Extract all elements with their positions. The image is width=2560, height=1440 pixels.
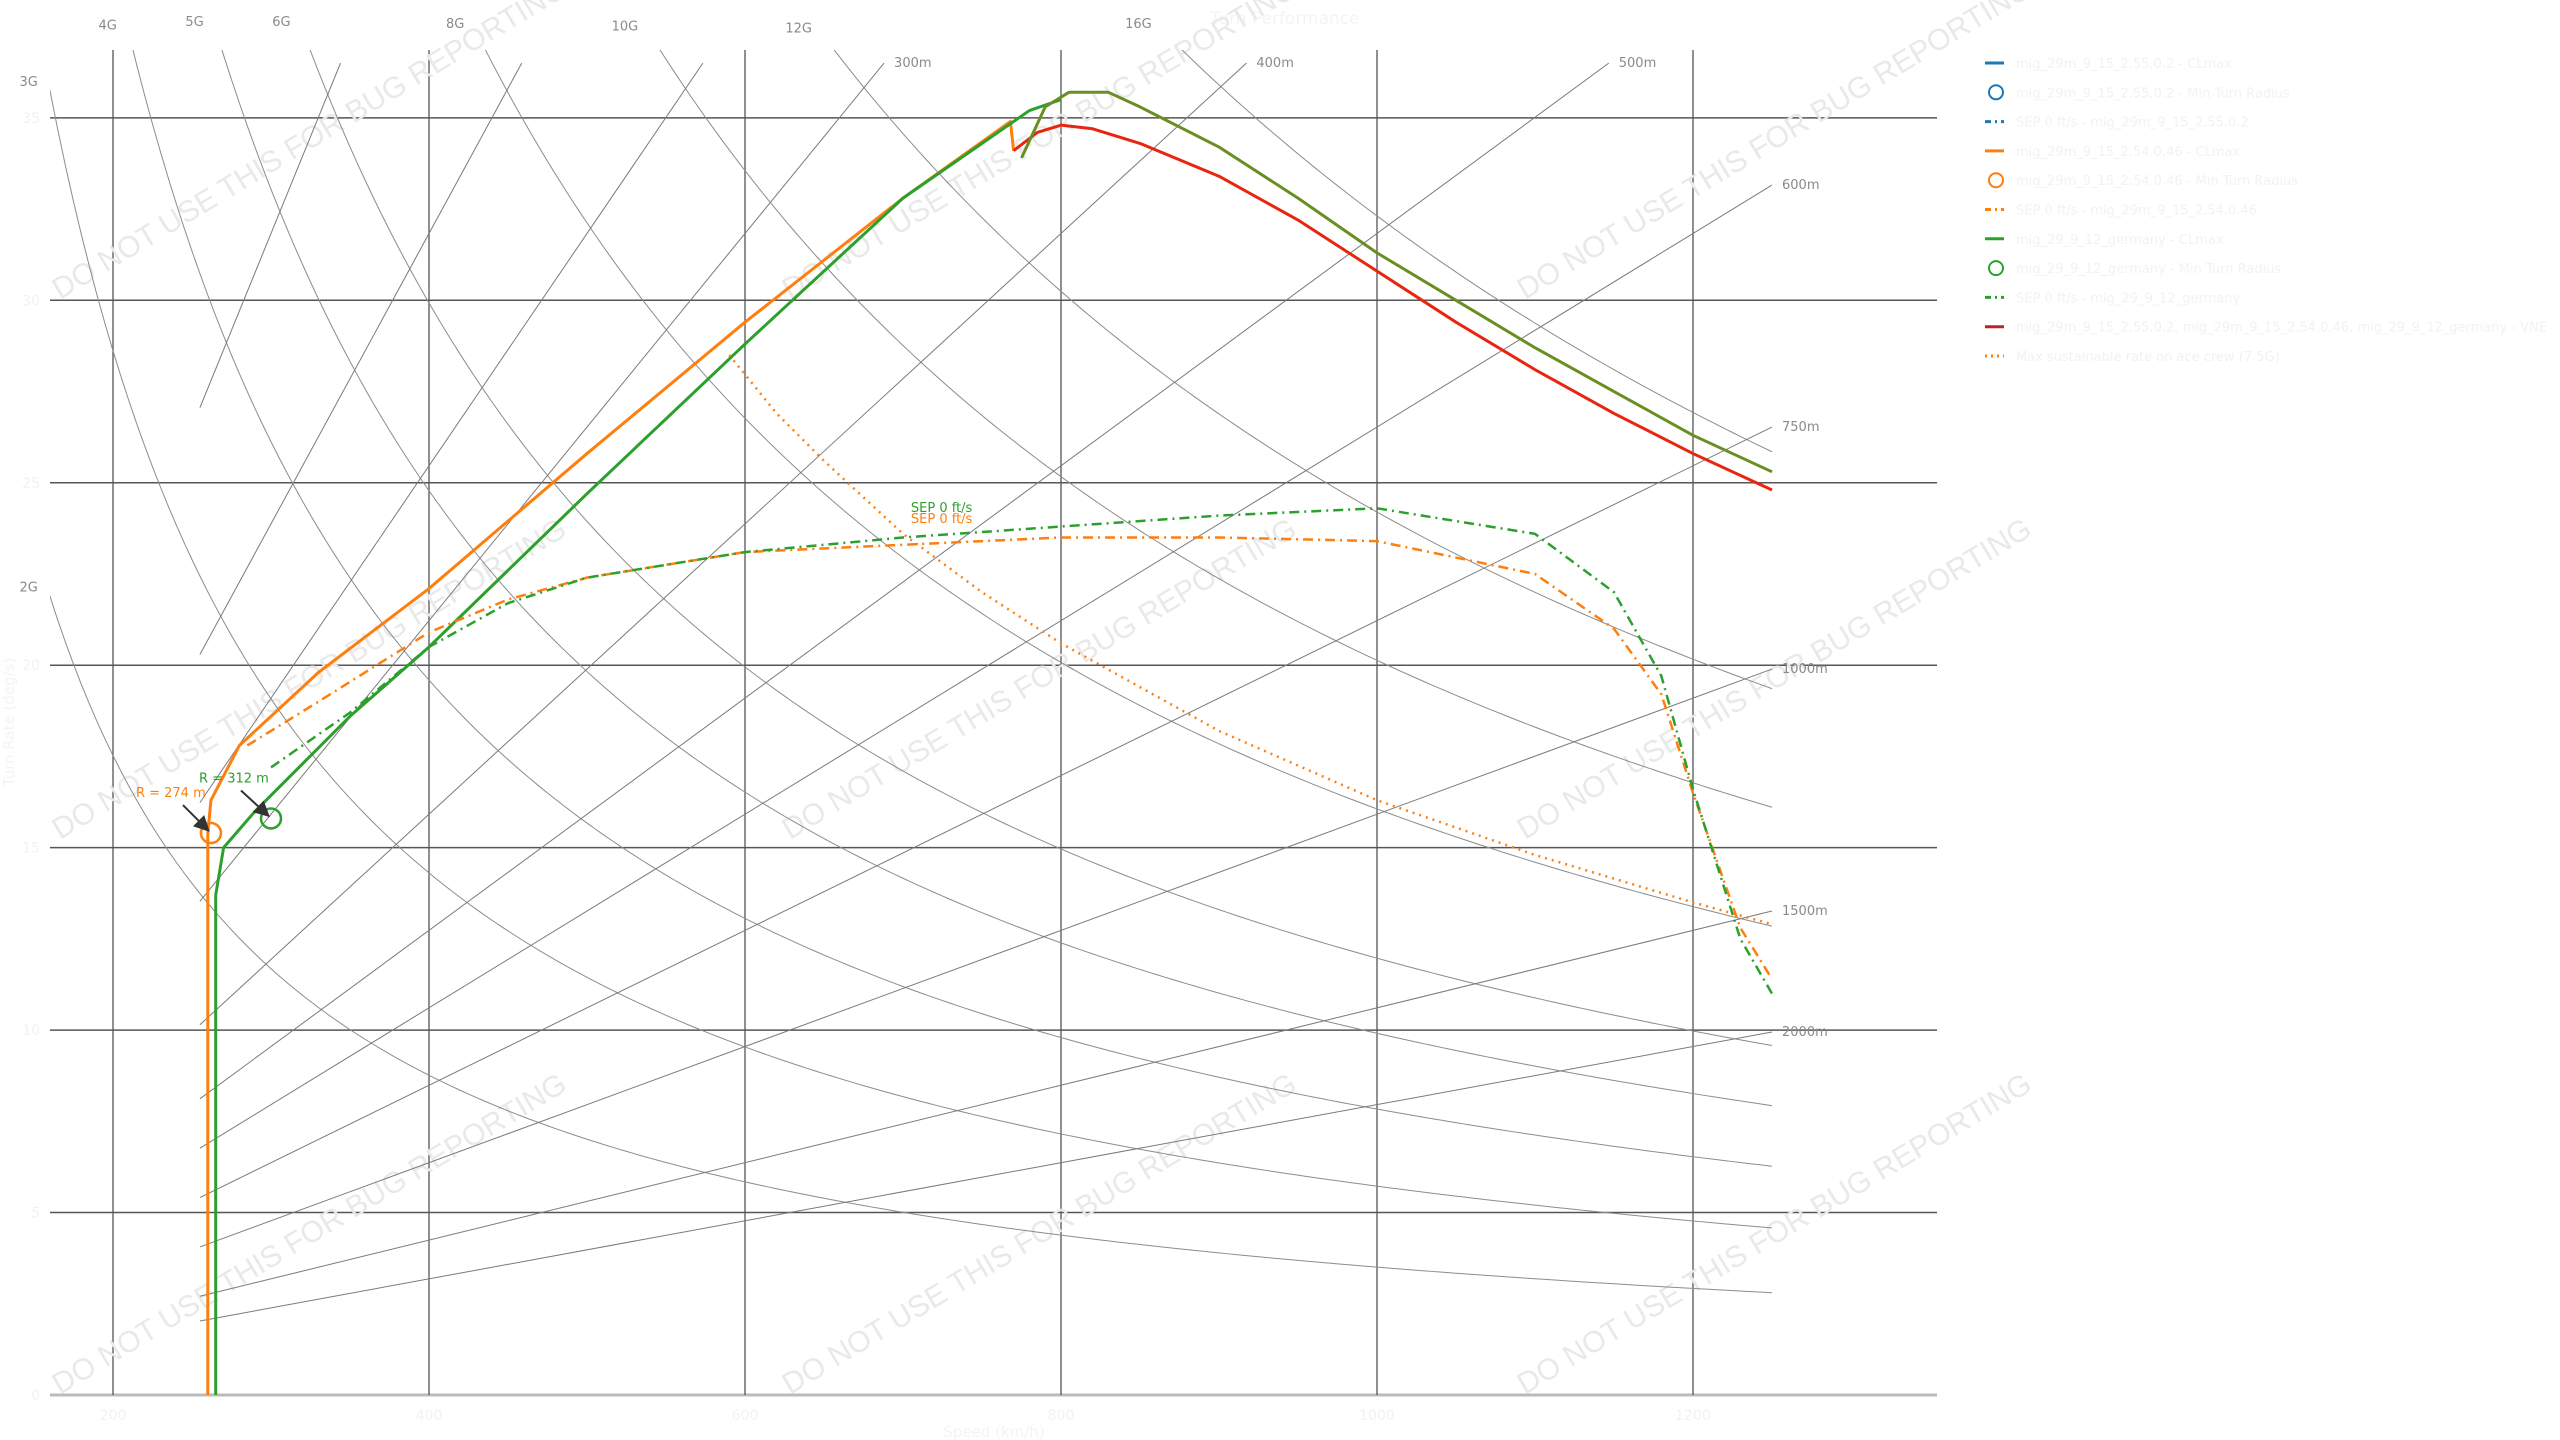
- radius-line: [199, 62, 341, 408]
- legend-label: mig_29_9_12_germany - Min Turn Radius: [2016, 262, 2281, 277]
- watermarks: DO NOT USE THIS FOR BUG REPORTING DO NOT …: [47, 0, 2038, 1401]
- g-line: [659, 50, 1773, 808]
- g-line-label: 3G: [19, 75, 37, 90]
- y-tick-label: 35: [22, 111, 40, 127]
- g-line-label: 8G: [446, 17, 464, 32]
- min-turn-radius-label: R = 274 m: [136, 786, 206, 801]
- g-line: [221, 50, 1773, 1107]
- min-turn-radius-marker: [259, 807, 283, 830]
- radius-line: [199, 62, 1247, 1026]
- legend: mig_29m_9_15_2.55.0.2 - CLmax mig_29m_9_1…: [1985, 57, 2547, 365]
- g-line: [484, 50, 1773, 927]
- legend-label: SEP 0 ft/s - mig_29_9_12_germany: [2016, 291, 2241, 306]
- y-tick-label: 0: [31, 1388, 40, 1404]
- series-line: [728, 354, 1773, 926]
- sep-label: SEP 0 ft/s: [911, 512, 973, 527]
- radius-line-label: 1500m: [1782, 904, 1828, 919]
- y-tick-label: 20: [22, 658, 40, 674]
- g-line-label: 12G: [785, 22, 812, 37]
- legend-marker: [1988, 260, 2004, 277]
- sep-label: SEP 0 ft/s: [911, 501, 973, 516]
- y-tick-label: 15: [22, 841, 40, 857]
- radius-line-label: 1000m: [1782, 662, 1828, 677]
- grid: [50, 50, 1937, 1397]
- x-axis-title: Speed (km/h): [943, 1423, 1044, 1440]
- chart-title: Turn Performance: [1209, 9, 1359, 29]
- x-tick-label: 200: [100, 1408, 127, 1424]
- legend-marker: [1988, 84, 2004, 101]
- x-tick-label: 1200: [1675, 1408, 1711, 1424]
- radius-line: [199, 62, 885, 902]
- legend-label: mig_29_9_12_germany - CLmax: [2016, 233, 2224, 248]
- data-series: [206, 90, 1774, 1395]
- radius-line: [199, 62, 523, 655]
- legend-label: mig_29m_9_15_2.55.0.2 - Min Turn Radius: [2016, 86, 2290, 101]
- watermark-text: DO NOT USE THIS FOR BUG REPORTING: [1512, 1067, 2038, 1401]
- watermark-text: DO NOT USE THIS FOR BUG REPORTING: [47, 1067, 573, 1401]
- y-tick-label: 30: [22, 293, 40, 309]
- radius-line-label: 300m: [894, 56, 931, 71]
- legend-marker: [1988, 172, 2004, 189]
- reference-labels: 2G 3G 4G 5G 6G 8G 10G 12G 16G 300m 400m 500m 600m 750…: [19, 15, 1827, 1040]
- legend-label: mig_29m_9_15_2.55.0.2, mig_29m_9_15_2.54…: [2016, 321, 2547, 336]
- legend-label: mig_29m_9_15_2.54.0.46 - Min Turn Radius: [2016, 174, 2298, 189]
- g-line-label: 6G: [272, 15, 290, 30]
- y-tick-label: 25: [22, 476, 40, 492]
- y-axis-title: Turn Rate (deg/s): [0, 658, 18, 788]
- y-axis-ticks: 0 5 10 15 20 25 30 35: [22, 111, 40, 1404]
- x-tick-label: 1000: [1359, 1408, 1395, 1424]
- radius-line: [199, 62, 1610, 1100]
- annotation-arrow: [240, 789, 270, 818]
- radius-line: [199, 426, 1773, 1198]
- radius-line: [199, 1031, 1773, 1322]
- g-line-label: 16G: [1125, 17, 1152, 32]
- radius-line: [199, 910, 1773, 1297]
- y-tick-label: 5: [31, 1206, 40, 1222]
- watermark-text: DO NOT USE THIS FOR BUG REPORTING: [1512, 512, 2038, 846]
- reference-lines: [50, 50, 1773, 1322]
- radius-line-label: 2000m: [1782, 1025, 1828, 1040]
- x-tick-label: 800: [1048, 1408, 1075, 1424]
- legend-label: SEP 0 ft/s - mig_29m_9_15_2.55.0.2: [2016, 116, 2249, 131]
- g-line-label: 2G: [19, 581, 37, 596]
- watermark-text: DO NOT USE THIS FOR BUG REPORTING: [777, 0, 1303, 306]
- radius-line: [199, 184, 1773, 1149]
- g-line: [50, 595, 1773, 1294]
- radius-line-label: 600m: [1782, 178, 1819, 193]
- radius-line: [199, 668, 1773, 1248]
- x-tick-label: 600: [732, 1408, 759, 1424]
- min-turn-radius-marker: [199, 821, 223, 845]
- watermark-text: DO NOT USE THIS FOR BUG REPORTING: [777, 1067, 1303, 1401]
- legend-label: SEP 0 ft/s - mig_29m_9_15_2.54.0.46: [2016, 204, 2257, 219]
- x-axis-ticks: 200 400 600 800 1000 1200: [100, 1408, 1711, 1424]
- watermark-text: DO NOT USE THIS FOR BUG REPORTING: [1512, 0, 2038, 306]
- series-line: [270, 507, 1774, 995]
- min-turn-radius-label: R = 312 m: [199, 771, 269, 786]
- legend-label: mig_29m_9_15_2.55.0.2 - CLmax: [2016, 57, 2232, 72]
- annotation-arrow: [182, 804, 210, 832]
- radius-line: [199, 62, 704, 803]
- g-line: [50, 89, 1773, 1229]
- g-line: [833, 50, 1773, 690]
- radius-line-label: 400m: [1256, 56, 1293, 71]
- series-line: [1012, 123, 1773, 492]
- watermark-text: DO NOT USE THIS FOR BUG REPORTING: [777, 512, 1303, 846]
- legend-label: Max sustainable rate on ace crew (7.5G): [2016, 350, 2280, 365]
- y-tick-label: 10: [22, 1023, 40, 1039]
- series-line: [246, 536, 1774, 980]
- radius-line-label: 500m: [1619, 56, 1656, 71]
- watermark-text: DO NOT USE THIS FOR BUG REPORTING: [47, 0, 573, 306]
- g-line-label: 10G: [612, 20, 639, 35]
- x-tick-label: 400: [416, 1408, 443, 1424]
- g-line-label: 4G: [98, 18, 116, 33]
- series-line: [1020, 90, 1773, 474]
- g-line: [1181, 50, 1773, 453]
- legend-label: mig_29m_9_15_2.54.0.46 - CLmax: [2016, 145, 2240, 160]
- radius-line-label: 750m: [1782, 420, 1819, 435]
- g-line-label: 5G: [185, 15, 203, 30]
